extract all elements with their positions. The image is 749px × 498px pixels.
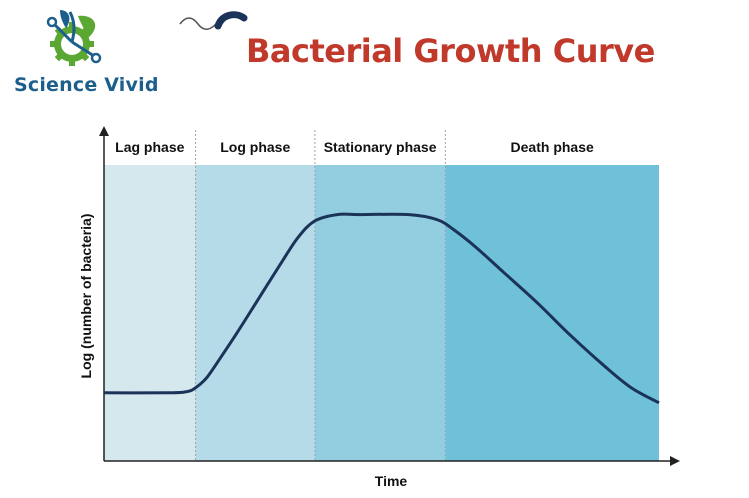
phase-label-1: Log phase — [220, 139, 290, 155]
science-vivid-logo-icon — [46, 10, 102, 66]
phase-band-2 — [314, 165, 446, 461]
phase-band-1 — [195, 165, 315, 461]
x-axis-label: Time — [375, 473, 408, 489]
phase-label-0: Lag phase — [115, 139, 184, 155]
chart-title: Bacterial Growth Curve — [246, 32, 655, 70]
brand-name: Science Vivid — [14, 74, 159, 96]
phase-band-3 — [445, 165, 659, 461]
brand-logo — [10, 6, 170, 101]
y-axis-label: Log (number of bacteria) — [78, 214, 94, 379]
bacterium-decoration-icon — [179, 11, 248, 30]
growth-curve-series-0 — [103, 212, 660, 405]
phase-band-0 — [104, 165, 196, 461]
phase-label-3: Death phase — [511, 139, 594, 155]
phase-label-2: Stationary phase — [324, 139, 437, 155]
